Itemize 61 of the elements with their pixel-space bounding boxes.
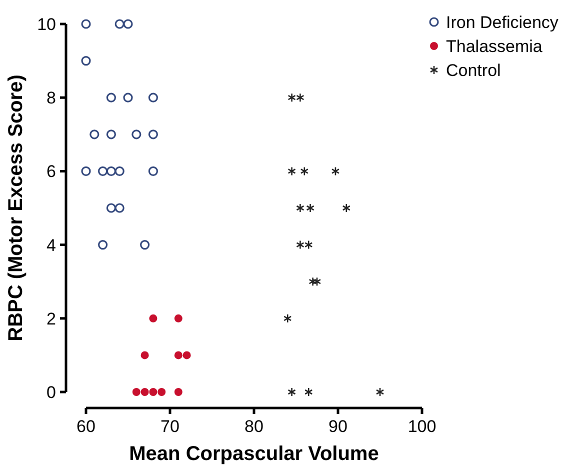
point xyxy=(300,166,309,176)
point xyxy=(123,92,133,102)
x-tick-label: 70 xyxy=(160,417,180,436)
point xyxy=(296,92,304,102)
point xyxy=(132,388,140,396)
point xyxy=(342,203,351,213)
point xyxy=(296,203,304,213)
point xyxy=(149,314,158,322)
point xyxy=(174,351,182,360)
point xyxy=(132,130,142,140)
point xyxy=(182,351,191,360)
x-tick-label: 80 xyxy=(244,417,264,436)
legend-label: Control xyxy=(446,60,501,80)
y-tick-label: 6 xyxy=(46,162,56,182)
point xyxy=(288,387,296,397)
point xyxy=(331,166,340,176)
point xyxy=(312,276,322,286)
point xyxy=(106,130,116,140)
y-axis-title: RBPC (Motor Excess Score) xyxy=(5,74,27,342)
point xyxy=(149,388,158,396)
point xyxy=(296,240,304,250)
point xyxy=(304,240,313,250)
point xyxy=(114,203,124,213)
legend-label: Thalassemia xyxy=(446,36,543,56)
point xyxy=(98,240,108,250)
point xyxy=(106,92,116,102)
point xyxy=(123,19,133,29)
y-tick-label: 0 xyxy=(46,382,56,402)
y-tick-label: 10 xyxy=(37,14,56,34)
point xyxy=(106,166,116,176)
point xyxy=(81,166,91,176)
point xyxy=(174,314,182,322)
point xyxy=(148,130,158,140)
point xyxy=(140,388,149,396)
point xyxy=(283,314,292,324)
point xyxy=(288,92,296,102)
point xyxy=(90,130,100,140)
x-tick-label: 100 xyxy=(408,417,436,436)
legend-label: Iron Deficiency xyxy=(446,12,559,32)
point xyxy=(81,56,91,66)
point xyxy=(148,166,158,176)
point xyxy=(288,166,296,176)
point xyxy=(148,92,158,102)
point xyxy=(174,388,182,396)
point xyxy=(114,19,124,29)
x-tick-label: 90 xyxy=(328,417,348,436)
y-tick-label: 4 xyxy=(46,236,56,255)
point xyxy=(140,240,150,250)
y-tick-label: 2 xyxy=(46,309,56,328)
point xyxy=(376,387,384,397)
point xyxy=(114,166,124,176)
point xyxy=(140,351,149,360)
x-axis-title: Mean Corpascular Volume xyxy=(129,443,379,465)
point xyxy=(304,387,313,397)
point xyxy=(158,388,166,396)
point xyxy=(306,203,314,213)
x-tick-label: 60 xyxy=(76,417,96,436)
y-tick-label: 8 xyxy=(46,88,56,108)
point xyxy=(81,19,91,29)
point xyxy=(98,166,108,176)
point xyxy=(106,203,116,213)
